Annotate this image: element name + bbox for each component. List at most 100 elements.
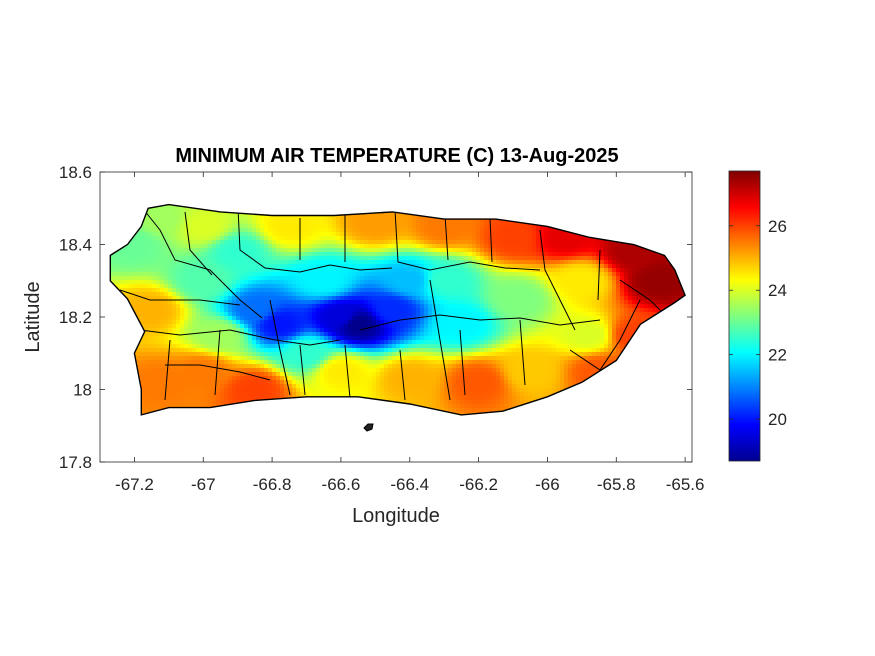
heat-cell [324,320,329,325]
heat-cell [144,332,149,337]
heat-cell [356,356,361,361]
heat-cell [192,292,197,297]
heat-cell [312,368,317,373]
heat-cell [192,264,197,269]
heat-cell [232,312,237,317]
heat-cell [172,376,177,381]
heat-cell [368,328,373,333]
heat-cell [296,296,301,301]
heat-cell [180,232,185,237]
heat-cell [276,344,281,349]
heat-cell [332,264,337,269]
heat-cell [280,340,285,345]
heat-cell [224,316,229,321]
heat-cell [312,216,317,221]
heat-cell [124,244,129,249]
heat-cell [296,240,301,245]
heat-cell [268,268,273,273]
heat-cell [168,204,173,209]
heat-cell [216,280,221,285]
heat-cell [228,312,233,317]
heat-cell [200,352,205,357]
heat-cell [256,356,261,361]
heat-cell [308,320,313,325]
heat-cell [220,272,225,277]
heat-cell [332,340,337,345]
heat-cell [240,304,245,309]
heat-cell [204,272,209,277]
heat-cell [316,360,321,365]
heat-cell [188,268,193,273]
heat-cell [360,356,365,361]
heat-cell [216,324,221,329]
heat-cell [240,320,245,325]
heat-cell [328,348,333,353]
heat-cell [348,336,353,341]
heat-cell [110,268,113,273]
heat-cell [356,284,361,289]
heat-cell [204,268,209,273]
heat-cell [224,216,229,221]
heat-cell [260,372,265,377]
heat-cell [244,288,249,293]
heat-cell [344,288,349,293]
heat-cell [300,284,305,289]
heat-cell [372,216,377,221]
heat-cell [268,396,273,401]
heat-cell [172,372,177,377]
heat-cell [184,268,189,273]
heat-cell [152,284,157,289]
heat-cell [344,216,349,221]
heat-cell [268,224,273,229]
heat-cell [292,268,297,273]
heat-cell [140,304,145,309]
heat-cell [188,232,193,237]
heat-cell [148,252,153,257]
heat-cell [284,332,289,337]
heat-cell [188,396,193,401]
heat-cell [212,312,217,317]
heat-cell [132,296,137,301]
heat-cell [320,332,325,337]
heat-cell [120,280,125,285]
heat-cell [208,252,213,257]
heat-cell [324,280,329,285]
heat-cell [228,264,233,269]
heat-cell [348,296,353,301]
heat-cell [300,220,305,225]
heat-cell [168,396,173,401]
heat-cell [364,292,369,297]
heat-cell [208,340,213,345]
heat-cell [224,392,229,397]
heat-cell [240,240,245,245]
heat-cell [280,252,285,257]
heat-cell [352,312,357,317]
heat-cell [348,356,353,361]
heat-cell [320,220,325,225]
heat-cell [288,260,293,265]
heat-cell [192,228,197,233]
heat-cell [200,328,205,333]
heat-cell [148,380,153,385]
heat-cell [176,244,181,249]
heat-cell [288,320,293,325]
heat-cell [336,268,341,273]
heat-cell [112,252,117,257]
heat-cell [256,244,261,249]
heat-cell [196,364,201,369]
heat-cell [232,232,237,237]
heat-cell [280,224,285,229]
heat-cell [256,248,261,253]
heat-cell [340,308,345,313]
heat-cell [200,336,205,341]
heat-cell [324,216,329,221]
heat-cell [268,304,273,309]
heat-cell [256,372,261,377]
heat-cell [344,228,349,233]
heat-cell [184,356,189,361]
heat-cell [204,308,209,313]
heat-cell [188,216,193,221]
heat-cell [188,220,193,225]
heat-cell [220,336,225,341]
heat-cell [224,312,229,317]
